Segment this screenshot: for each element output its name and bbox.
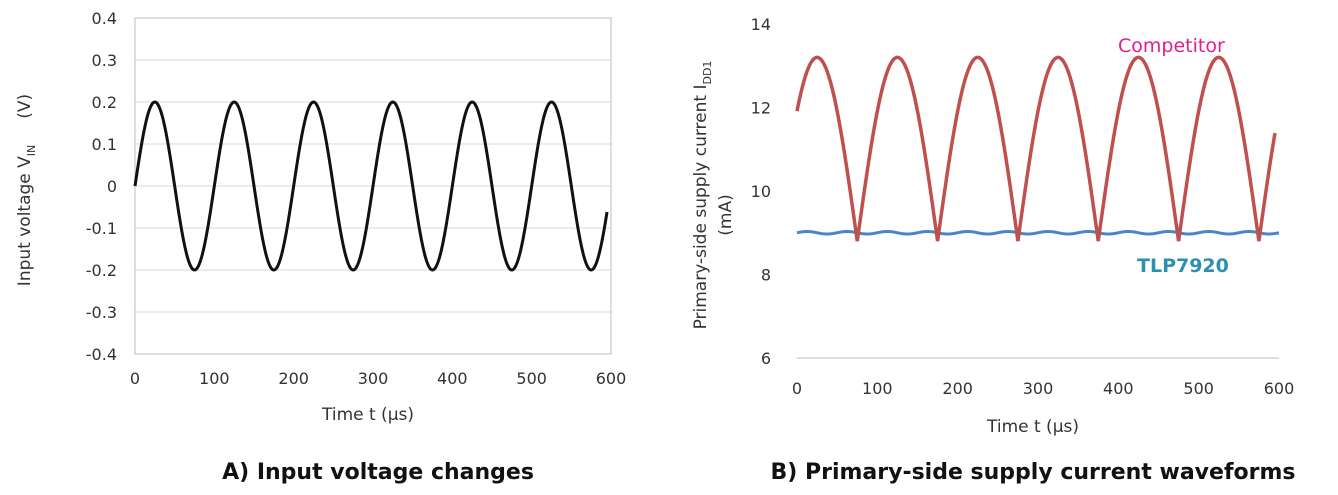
x-tick-label: 400 <box>437 369 468 388</box>
y-tick-label: 14 <box>751 15 771 34</box>
svg-text:(mA): (mA) <box>716 194 736 235</box>
y-axis-label: Primary-side supply current IDD1 <box>691 61 714 330</box>
y-tick-labels: 6 8 10 12 14 <box>751 15 771 368</box>
x-tick-label: 400 <box>1103 379 1134 398</box>
x-tick-label: 0 <box>130 369 140 388</box>
series-label-competitor: Competitor <box>1118 35 1225 57</box>
x-tick-label: 200 <box>278 369 309 388</box>
y-tick-labels: -0.4 -0.3 -0.2 -0.1 0 0.1 0.2 0.3 0.4 <box>86 9 117 364</box>
x-tick-label: 100 <box>199 369 230 388</box>
x-axis-label: Time t (μs) <box>986 417 1079 437</box>
y-tick-label: -0.2 <box>86 261 117 280</box>
y-axis-label-sub: IN <box>25 145 38 156</box>
y-axis-label-sub: DD1 <box>701 61 714 85</box>
caption-a: A) Input voltage changes <box>222 460 534 485</box>
y-tick-label: -0.3 <box>86 303 117 322</box>
svg-text:Input voltage VIN(V): Input voltage VIN (V) <box>15 94 38 286</box>
caption-b: B) Primary-side supply current waveforms <box>771 460 1296 485</box>
x-tick-label: 300 <box>1023 379 1054 398</box>
y-tick-label: 0.3 <box>92 51 117 70</box>
x-tick-label: 500 <box>516 369 547 388</box>
y-tick-label: 8 <box>761 266 771 285</box>
series-line-tlp7920 <box>796 230 1280 236</box>
y-tick-label: 6 <box>761 349 771 368</box>
x-tick-label: 200 <box>942 379 973 398</box>
svg-text:Primary-side supply current I: Primary-side supply current IDD1 <box>691 61 714 330</box>
y-axis-label: Input voltage VIN (V) <box>15 94 38 286</box>
y-tick-label: 0.2 <box>92 93 117 112</box>
y-tick-label: 0.1 <box>92 135 117 154</box>
x-tick-labels: 0 100 200 300 400 500 600 <box>792 379 1294 398</box>
y-axis-label-main: Input voltage V <box>15 156 35 286</box>
y-axis-label-unit: (V) <box>15 94 35 119</box>
y-tick-label: 12 <box>751 99 771 118</box>
series-line-competitor <box>795 55 1277 242</box>
series-label-tlp7920: TLP7920 <box>1137 255 1229 277</box>
x-tick-labels: 0 100 200 300 400 500 600 <box>130 369 626 388</box>
x-tick-label: 500 <box>1183 379 1214 398</box>
y-tick-label: -0.1 <box>86 219 117 238</box>
y-axis-label-main: Primary-side supply current I <box>691 85 711 330</box>
y-tick-label: 10 <box>751 182 771 201</box>
x-tick-label: 100 <box>862 379 893 398</box>
chart-input-voltage: -0.4 -0.3 -0.2 -0.1 0 0.1 0.2 0.3 0.4 0 100 200 300… <box>15 9 626 485</box>
x-axis-label: Time t (μs) <box>321 405 414 425</box>
x-tick-label: 600 <box>1264 379 1295 398</box>
x-tick-label: 600 <box>596 369 627 388</box>
x-tick-label: 0 <box>792 379 802 398</box>
y-tick-label: 0 <box>107 177 117 196</box>
y-axis-unit: (mA) <box>716 194 736 235</box>
x-tick-label: 300 <box>358 369 389 388</box>
y-tick-label: 0.4 <box>92 9 117 28</box>
series-line-input-voltage <box>133 100 609 272</box>
y-tick-label: -0.4 <box>86 345 117 364</box>
